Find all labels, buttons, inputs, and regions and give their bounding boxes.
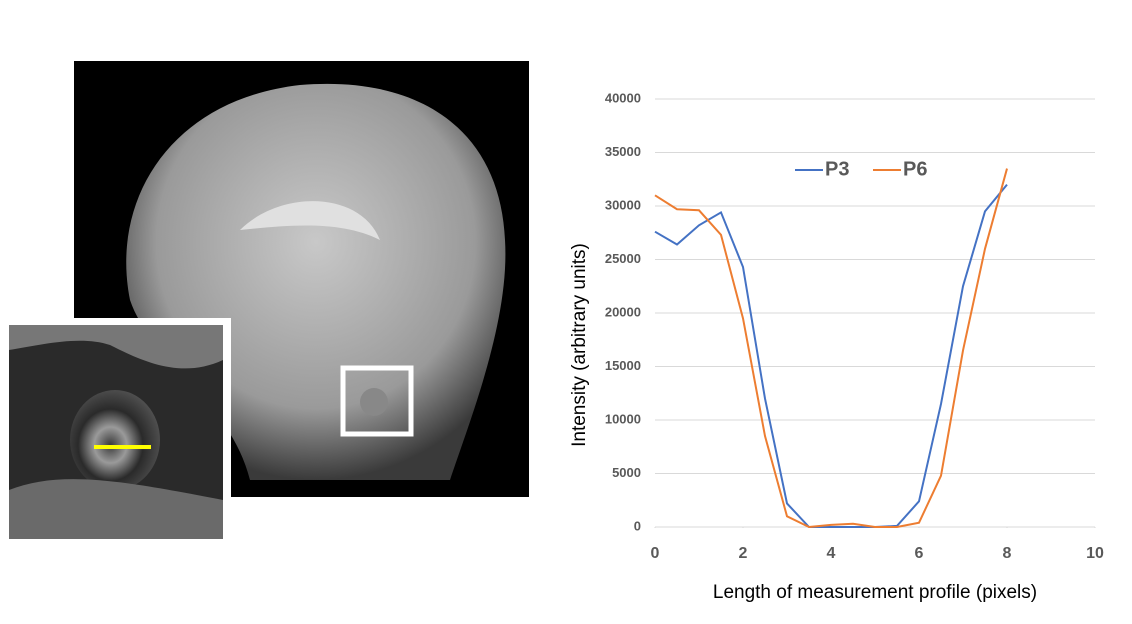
y-axis-label: Intensity (arbitrary units) xyxy=(569,243,590,447)
y-tick-label: 25000 xyxy=(605,251,641,266)
y-tick-label: 35000 xyxy=(605,144,641,159)
series-line xyxy=(654,183,1008,528)
series-line xyxy=(654,168,1008,529)
y-tick-label: 40000 xyxy=(605,90,641,105)
x-tick-label: 8 xyxy=(1003,545,1012,562)
inset-image xyxy=(5,318,231,543)
legend-label: P3 xyxy=(825,158,849,180)
x-tick-label: 10 xyxy=(1086,545,1104,562)
y-tick-label: 15000 xyxy=(605,358,641,373)
x-axis-label: Length of measurement profile (pixels) xyxy=(713,582,1037,603)
x-tick-label: 0 xyxy=(651,545,660,562)
x-tick-label: 6 xyxy=(915,545,924,562)
x-tick-label: 2 xyxy=(739,545,748,562)
x-tick-label: 4 xyxy=(827,545,836,562)
y-tick-label: 30000 xyxy=(605,197,641,212)
y-tick-label: 5000 xyxy=(612,465,641,480)
y-tick-label: 10000 xyxy=(605,411,641,426)
y-tick-label: 20000 xyxy=(605,304,641,319)
y-tick-label: 0 xyxy=(634,518,641,533)
legend-label: P6 xyxy=(903,158,927,180)
